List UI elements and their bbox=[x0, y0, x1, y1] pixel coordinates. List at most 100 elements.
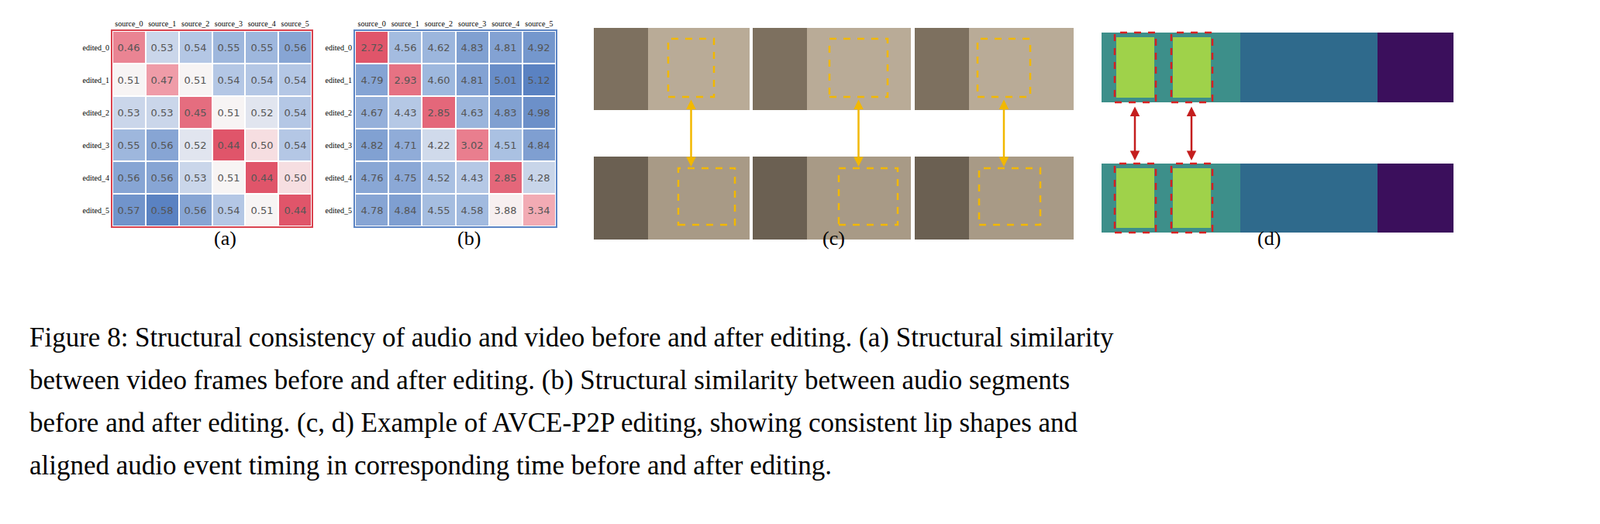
svg-text:source_0: source_0 bbox=[114, 19, 143, 28]
svg-text:0.56: 0.56 bbox=[184, 204, 207, 217]
svg-text:(d): (d) bbox=[1257, 227, 1281, 250]
svg-text:edited_0: edited_0 bbox=[325, 43, 352, 52]
svg-text:source_2: source_2 bbox=[424, 19, 453, 28]
svg-text:0.54: 0.54 bbox=[251, 74, 274, 87]
svg-text:(a): (a) bbox=[213, 227, 237, 250]
svg-text:0.54: 0.54 bbox=[184, 41, 207, 54]
svg-text:0.51: 0.51 bbox=[117, 74, 141, 87]
svg-text:0.56: 0.56 bbox=[284, 41, 307, 54]
svg-text:3.02: 3.02 bbox=[461, 139, 484, 152]
svg-text:0.55: 0.55 bbox=[251, 41, 274, 54]
svg-text:4.43: 4.43 bbox=[394, 106, 418, 119]
svg-text:2.93: 2.93 bbox=[394, 74, 418, 87]
svg-text:4.81: 4.81 bbox=[494, 41, 518, 54]
svg-text:0.51: 0.51 bbox=[217, 106, 241, 119]
svg-text:0.54: 0.54 bbox=[217, 204, 241, 217]
svg-text:4.76: 4.76 bbox=[361, 172, 384, 184]
svg-text:4.83: 4.83 bbox=[494, 106, 518, 119]
svg-text:edited_3: edited_3 bbox=[325, 141, 352, 150]
svg-text:edited_1: edited_1 bbox=[325, 75, 352, 85]
svg-text:4.58: 4.58 bbox=[461, 204, 484, 217]
svg-text:0.47: 0.47 bbox=[151, 74, 174, 87]
svg-text:0.46: 0.46 bbox=[117, 41, 141, 54]
svg-text:(b): (b) bbox=[457, 227, 481, 250]
svg-text:0.52: 0.52 bbox=[251, 106, 274, 119]
svg-text:4.62: 4.62 bbox=[427, 41, 451, 54]
svg-text:0.51: 0.51 bbox=[251, 204, 274, 217]
svg-text:source_4: source_4 bbox=[248, 19, 276, 28]
svg-text:edited_2: edited_2 bbox=[325, 108, 352, 118]
svg-text:4.84: 4.84 bbox=[394, 204, 418, 217]
svg-text:0.56: 0.56 bbox=[117, 172, 141, 184]
svg-text:0.44: 0.44 bbox=[251, 172, 274, 184]
svg-text:0.55: 0.55 bbox=[217, 41, 241, 54]
svg-text:source_5: source_5 bbox=[281, 19, 310, 28]
svg-text:0.54: 0.54 bbox=[284, 74, 307, 87]
svg-text:0.51: 0.51 bbox=[217, 172, 241, 184]
svg-text:3.88: 3.88 bbox=[494, 204, 518, 217]
svg-text:source_4: source_4 bbox=[491, 19, 520, 28]
svg-text:4.67: 4.67 bbox=[361, 106, 384, 119]
svg-text:4.84: 4.84 bbox=[527, 139, 551, 152]
svg-text:4.78: 4.78 bbox=[361, 204, 384, 217]
svg-text:4.79: 4.79 bbox=[361, 74, 384, 87]
svg-text:0.56: 0.56 bbox=[151, 139, 174, 152]
svg-text:4.55: 4.55 bbox=[427, 204, 451, 217]
svg-text:2.85: 2.85 bbox=[427, 106, 451, 119]
svg-text:4.52: 4.52 bbox=[427, 172, 451, 184]
svg-text:source_1: source_1 bbox=[391, 19, 420, 28]
svg-text:0.45: 0.45 bbox=[184, 106, 207, 119]
svg-text:0.50: 0.50 bbox=[284, 172, 307, 184]
svg-text:4.51: 4.51 bbox=[494, 139, 518, 152]
svg-text:0.54: 0.54 bbox=[284, 106, 307, 119]
svg-text:edited_4: edited_4 bbox=[82, 173, 110, 183]
svg-text:4.60: 4.60 bbox=[427, 74, 451, 87]
svg-text:0.51: 0.51 bbox=[184, 74, 207, 87]
svg-text:0.54: 0.54 bbox=[284, 139, 307, 152]
svg-text:0.50: 0.50 bbox=[251, 139, 274, 152]
svg-text:edited_3: edited_3 bbox=[82, 141, 110, 150]
svg-text:edited_4: edited_4 bbox=[325, 173, 352, 183]
svg-text:4.28: 4.28 bbox=[527, 172, 551, 184]
svg-text:4.43: 4.43 bbox=[461, 172, 484, 184]
svg-text:4.98: 4.98 bbox=[527, 106, 551, 119]
svg-text:2.85: 2.85 bbox=[494, 172, 518, 184]
svg-text:0.53: 0.53 bbox=[151, 41, 174, 54]
svg-text:5.12: 5.12 bbox=[527, 74, 551, 87]
svg-text:4.75: 4.75 bbox=[394, 172, 418, 184]
svg-text:source_0: source_0 bbox=[358, 19, 387, 28]
svg-text:edited_5: edited_5 bbox=[82, 206, 110, 215]
svg-text:4.22: 4.22 bbox=[427, 139, 451, 152]
svg-text:0.57: 0.57 bbox=[117, 204, 141, 217]
svg-text:source_5: source_5 bbox=[524, 19, 553, 28]
svg-text:source_2: source_2 bbox=[181, 19, 210, 28]
svg-text:edited_1: edited_1 bbox=[82, 75, 110, 85]
svg-text:0.53: 0.53 bbox=[151, 106, 174, 119]
svg-text:0.55: 0.55 bbox=[117, 139, 141, 152]
svg-text:source_3: source_3 bbox=[214, 19, 243, 28]
svg-text:0.52: 0.52 bbox=[184, 139, 207, 152]
svg-text:(c): (c) bbox=[822, 227, 845, 250]
svg-text:0.53: 0.53 bbox=[184, 172, 207, 184]
svg-text:0.44: 0.44 bbox=[217, 139, 241, 152]
svg-text:5.01: 5.01 bbox=[494, 74, 518, 87]
svg-text:3.34: 3.34 bbox=[527, 204, 551, 217]
svg-text:edited_5: edited_5 bbox=[325, 206, 352, 215]
svg-text:2.72: 2.72 bbox=[361, 41, 384, 54]
svg-text:4.71: 4.71 bbox=[394, 139, 418, 152]
svg-text:source_1: source_1 bbox=[148, 19, 176, 28]
svg-text:0.53: 0.53 bbox=[117, 106, 141, 119]
svg-text:edited_0: edited_0 bbox=[82, 43, 110, 52]
svg-text:0.56: 0.56 bbox=[151, 172, 174, 184]
svg-text:4.82: 4.82 bbox=[361, 139, 384, 152]
svg-text:edited_2: edited_2 bbox=[82, 108, 110, 118]
svg-text:4.63: 4.63 bbox=[461, 106, 484, 119]
svg-text:0.58: 0.58 bbox=[151, 204, 174, 217]
svg-text:4.92: 4.92 bbox=[527, 41, 551, 54]
svg-text:0.54: 0.54 bbox=[217, 74, 241, 87]
svg-text:4.83: 4.83 bbox=[461, 41, 484, 54]
svg-text:0.44: 0.44 bbox=[284, 204, 307, 217]
svg-text:source_3: source_3 bbox=[458, 19, 487, 28]
svg-text:4.56: 4.56 bbox=[394, 41, 418, 54]
svg-text:4.81: 4.81 bbox=[461, 74, 484, 87]
